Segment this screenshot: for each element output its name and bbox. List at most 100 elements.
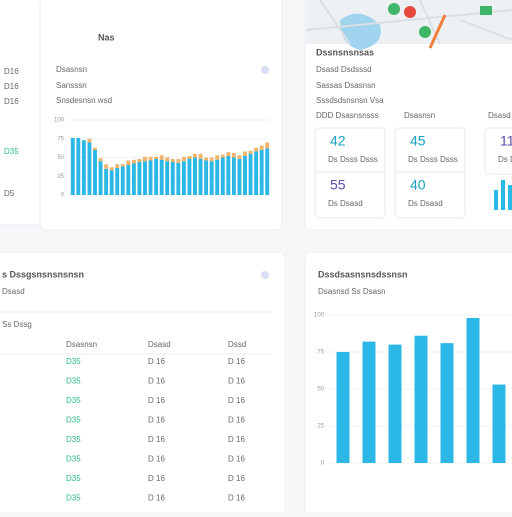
bar [259,150,264,195]
card-title: Nas [98,32,115,42]
bar [181,156,186,162]
bar [215,155,220,160]
bar [148,160,153,195]
column-label: Dsasd [488,111,511,120]
map [305,0,512,51]
bar [204,160,209,195]
bar [109,170,114,195]
decor-bar [508,185,512,210]
column-label: DDD Dsasnsnsss [316,111,379,120]
bar [220,154,225,158]
menu-icon[interactable] [261,66,269,74]
bar [170,159,175,162]
row-label: Sansssn [56,81,87,90]
bar [70,138,75,195]
section-label: Ss Dssg [2,320,32,329]
bar [388,344,402,463]
y-tick-label: 100 [54,118,65,124]
bar [126,160,131,165]
table-cell: D 16 [148,435,165,444]
table-cell: D35 [66,396,81,405]
bar [154,159,159,195]
side-label: D35 [4,147,19,156]
y-tick-label: 75 [317,350,324,356]
bar-card [304,251,512,517]
table-card [0,251,286,517]
y-tick-label: 0 [321,461,325,467]
bar [248,153,253,195]
table-cell: D 16 [228,455,245,464]
row-label: Sssdsdsnsnsn Vsa [316,96,384,105]
stat-tile [314,127,386,175]
bar [254,151,259,195]
table-cell: D 16 [148,416,165,425]
stat-label: Ds Dsasd [328,199,363,208]
bar [93,147,97,150]
table-cell: D35 [66,474,81,483]
bar [170,162,175,195]
table-cell: D 16 [228,494,245,503]
row-label: Sassas Dsasnsn [316,81,376,90]
stat-label: Ds Dsss Dsss [328,155,378,164]
table-cell: D35 [66,494,81,503]
bar [165,157,170,162]
bar [176,159,181,163]
bar [440,343,454,463]
bar [193,157,197,195]
decor-bar [501,180,505,210]
bar [137,162,142,195]
table-cell: D 16 [228,377,245,386]
bar [231,157,236,195]
table-cell: D 16 [228,357,245,366]
table-cell: D35 [66,357,81,366]
card-title: s Dssgsnsnsnsnsn [2,269,84,279]
bar [265,148,270,195]
y-tick-label: 100 [314,313,325,319]
bar [198,153,203,159]
bar [81,140,86,195]
stat-tile [314,171,386,219]
bar [87,138,92,143]
table-cell: D 16 [148,455,165,464]
side-label: D16 [4,97,19,106]
table-header: Dsasnsn [66,340,97,349]
stat-label: Ds Dsss Dsss [408,155,458,164]
column-label: Dsasnsn [404,111,435,120]
table-cell: D 16 [148,494,165,503]
table-header: Dssd [228,340,246,349]
table-cell: D 16 [228,474,245,483]
table-cell: D 16 [228,396,245,405]
bar [181,161,186,195]
bar [336,352,350,463]
bar [243,156,247,195]
bar [143,156,147,162]
bar [492,384,506,463]
bar [104,164,109,169]
bar [131,163,136,195]
side-label: D16 [4,67,19,76]
bar [414,335,428,463]
bar [115,168,120,195]
stat-value: 42 [330,133,346,149]
bar [248,150,253,154]
bar [231,153,236,158]
bar [154,156,159,159]
bar [362,341,376,463]
bar [87,142,92,195]
stat-value: 55 [330,177,346,193]
bar [143,161,147,195]
menu-icon[interactable] [261,271,269,279]
table-cell: D 16 [148,474,165,483]
bar [237,155,242,159]
bar [204,157,209,161]
bar [226,152,231,156]
table-header: Dsasd [148,340,171,349]
table-cell: D 16 [228,435,245,444]
bar [98,158,103,162]
bar [466,317,480,463]
bar [265,142,270,149]
y-tick-label: 25 [57,174,64,180]
bar [209,161,214,195]
y-tick-label: 0 [61,193,65,199]
row-label: Dsasnsn [56,65,87,74]
